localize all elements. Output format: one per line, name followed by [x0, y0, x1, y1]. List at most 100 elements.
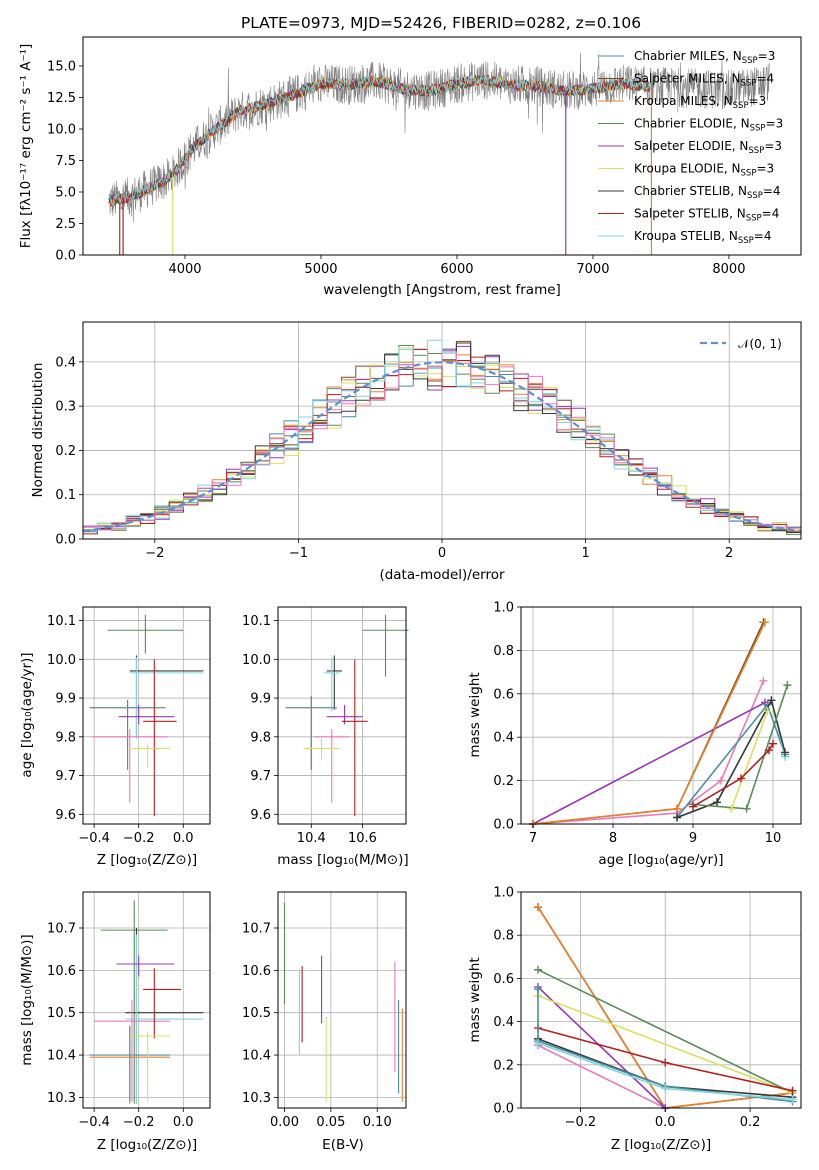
y-tick-label: 0.0: [55, 533, 76, 548]
legend-entry: Chabrier MILES, NSSP=3: [634, 49, 775, 66]
y-tick-label: 9.9: [250, 692, 271, 707]
mass-ebv-xlabel: E(B-V): [322, 1137, 364, 1153]
legend-entry: Kroupa STELIB, NSSP=4: [634, 229, 772, 246]
legend-entry: Chabrier STELIB, NSSP=4: [634, 184, 781, 201]
y-tick-label: 12.5: [47, 91, 76, 106]
weight-line-8: [532, 621, 765, 825]
weight-marker: [673, 804, 681, 813]
y-tick-label: 0.8: [493, 929, 514, 944]
y-tick-label: 9.7: [250, 769, 271, 784]
x-tick-label: 2: [725, 546, 733, 561]
y-tick-label: 7.5: [55, 154, 76, 169]
y-tick-label: 0.8: [493, 644, 514, 659]
x-tick-label: 4000: [168, 262, 201, 277]
y-tick-label: 10.4: [47, 1049, 76, 1064]
x-tick-label: −0.2: [123, 831, 155, 846]
weight-marker: [742, 804, 751, 813]
age-z-ylabel: age [log₁₀(age/yr)]: [19, 652, 35, 777]
x-tick-label: 0.10: [363, 1115, 392, 1130]
y-tick-label: 10.6: [47, 964, 76, 979]
x-tick-label: 7000: [576, 262, 609, 277]
spectrum-title: PLATE=0973, MJD=52426, FIBERID=0282, z=0…: [241, 14, 641, 32]
y-tick-label: 10.1: [242, 614, 271, 629]
weight-marker: [763, 707, 772, 716]
x-tick-label: 1: [581, 546, 589, 561]
weight-marker: [727, 804, 736, 813]
age-vs-metallicity-panel: −0.4 −0.2 0.0 9.6 9.7 9.8 9.9 10.0 10.1 Z [log₁₀…: [19, 606, 211, 868]
residual-histograms: [82, 339, 802, 535]
mw-z-xlabel: Z [log₁₀(Z/Z⊙)]: [611, 1137, 711, 1153]
weight-marker: [661, 1084, 670, 1093]
y-tick-label: 9.7: [55, 769, 76, 784]
y-tick-label: 10.5: [242, 1006, 271, 1021]
x-tick-label: 0.05: [316, 1115, 345, 1130]
weight-marker: [689, 802, 697, 811]
y-tick-label: 5.0: [55, 185, 76, 200]
y-tick-label: 10.0: [47, 653, 76, 668]
weight-marker: [759, 676, 768, 685]
spectrum-xlabel: wavelength [Angstrom, rest frame]: [323, 282, 561, 298]
weight-marker: [761, 618, 769, 627]
weight-marker: [673, 813, 681, 822]
y-tick-label: 10.5: [47, 1006, 76, 1021]
weight-marker: [737, 774, 745, 783]
y-tick-label: 10.7: [242, 922, 271, 937]
residual-legend: 𝒩(0, 1): [700, 337, 782, 351]
y-tick-label: 15.0: [47, 59, 76, 74]
x-tick-label: −0.2: [123, 1115, 155, 1130]
mass-z-xlabel: Z [log₁₀(Z/Z⊙)]: [97, 1137, 197, 1153]
mw-age-ylabel: mass weight: [467, 672, 483, 757]
x-tick-label: 7: [529, 831, 537, 846]
y-tick-label: 0.6: [493, 972, 514, 987]
x-tick-label: −2: [145, 546, 164, 561]
y-tick-label: 9.8: [55, 730, 76, 745]
weight-marker: [533, 1039, 542, 1048]
x-tick-label: 10.6: [348, 831, 377, 846]
residual-panel: −2 −1 0 1 2 0.0 0.1 0.2 0.3 0.4 (data-model)/erro…: [30, 321, 802, 583]
residual-legend-label: 𝒩(0, 1): [738, 337, 782, 351]
weight-line-7: [692, 743, 774, 808]
mass-z-ylabel: mass [log₁₀(M/M⊙)]: [19, 934, 35, 1065]
weight-marker: [533, 985, 542, 994]
mass-vs-metallicity-panel: −0.4 −0.2 0.0 10.3 10.4 10.5 10.6 10.7 Z [log₁₀…: [19, 891, 211, 1153]
y-tick-label: 0.0: [493, 1102, 514, 1117]
age-vs-mass-panel: 10.4 10.6 9.6 9.7 9.8 9.9 10.0 10.1 mass [log₁₀…: [242, 606, 409, 868]
y-tick-label: 10.3: [47, 1091, 76, 1106]
y-tick-label: 0.4: [55, 355, 76, 370]
x-tick-label: 0.0: [173, 831, 194, 846]
weight-marker: [533, 965, 542, 974]
weight-marker: [783, 681, 792, 690]
y-tick-label: 2.5: [55, 217, 76, 232]
y-tick-label: 0.4: [493, 1015, 514, 1030]
x-tick-label: 0.00: [270, 1115, 299, 1130]
legend-entry: Salpeter STELIB, NSSP=4: [634, 207, 779, 224]
y-tick-label: 10.6: [242, 964, 271, 979]
y-tick-label: 9.6: [55, 808, 76, 823]
legend-entry: Salpeter ELODIE, NSSP=3: [634, 139, 782, 156]
mw-z-ylabel: mass weight: [467, 957, 483, 1042]
legend-entry: Kroupa MILES, NSSP=3: [634, 94, 766, 111]
x-tick-label: 0.0: [173, 1115, 194, 1130]
histogram-9: [83, 351, 801, 531]
y-tick-label: 0.2: [493, 1058, 514, 1073]
y-tick-label: 0.0: [55, 249, 76, 264]
x-tick-label: 6000: [440, 262, 473, 277]
mass-vs-ebv-panel: 0.00 0.05 0.10 10.3 10.4 10.5 10.6 10.7 E(B-V): [242, 891, 407, 1153]
weight-line-1: [532, 701, 766, 825]
weight-line-0: [532, 680, 765, 825]
legend-entry: Salpeter MILES, NSSP=4: [634, 72, 774, 89]
y-tick-label: 0.1: [55, 488, 76, 503]
x-tick-label: 0.0: [655, 1115, 676, 1130]
massweight-vs-metallicity-panel: −0.2 0.0 0.2 0.0 0.2 0.4 0.6 0.8 1.0 Z [log₁₀(Z/…: [467, 886, 802, 1153]
residual-xlabel: (data-model)/error: [379, 567, 505, 583]
x-tick-label: −0.2: [565, 1115, 597, 1130]
x-tick-label: −1: [289, 546, 308, 561]
y-tick-label: 10.1: [47, 614, 76, 629]
y-tick-label: 0.4: [493, 731, 514, 746]
y-tick-label: 0.2: [55, 444, 76, 459]
y-tick-label: 10.0: [47, 122, 76, 137]
y-tick-label: 10.3: [242, 1091, 271, 1106]
x-tick-label: 9: [689, 831, 697, 846]
normal-curve: [82, 361, 802, 533]
observed-spectrum: [108, 52, 770, 223]
